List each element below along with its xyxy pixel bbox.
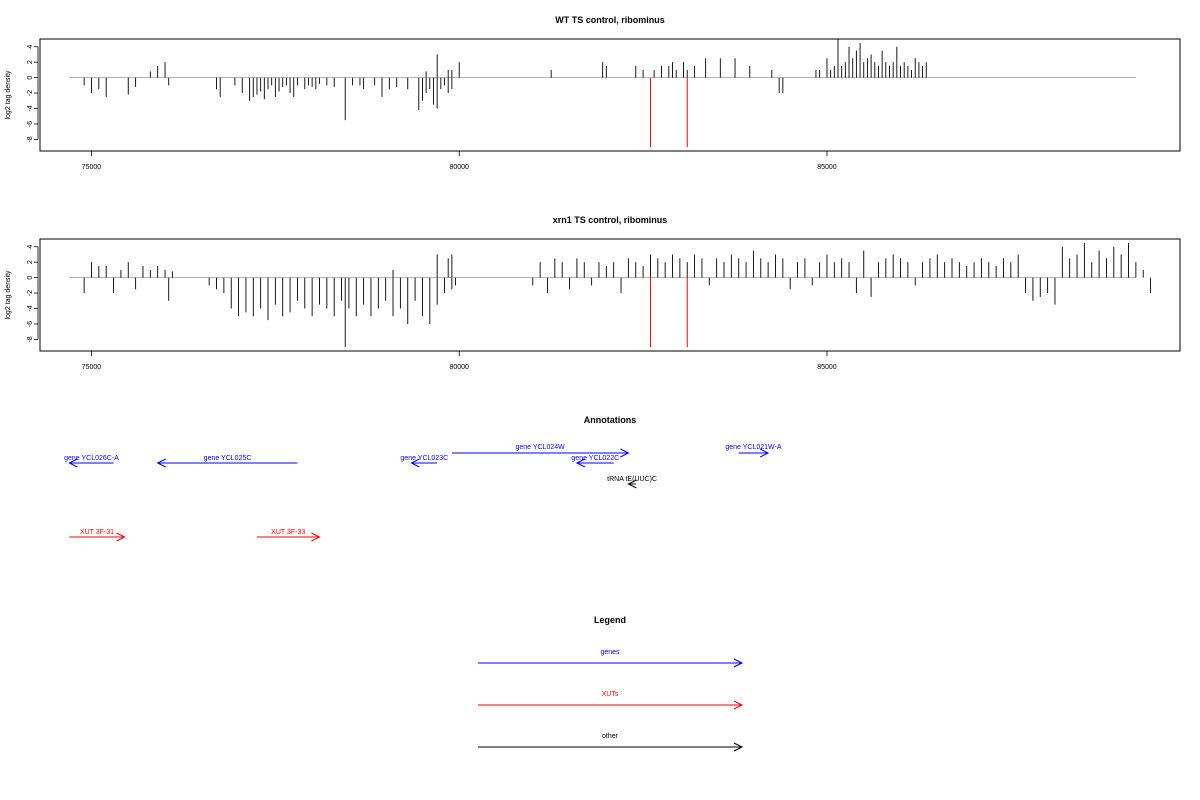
- legend-arrow-head: [733, 700, 744, 710]
- wt-panel-title: WT TS control, ribominus: [555, 15, 665, 25]
- wt-x-tick-label: 85000: [817, 164, 837, 171]
- annotation-label: gene YCL023C: [400, 455, 448, 462]
- legend-label: XUTs: [602, 691, 619, 698]
- xrn1-panel: xrn1 TS control, ribominus log2 tag dens…: [5, 215, 1181, 371]
- xrn1-y-tick-label: -6: [27, 321, 34, 327]
- xrn1-y-tick-label: -2: [27, 290, 34, 296]
- annotation-arrow-head: [410, 458, 420, 468]
- annotation-label: gene YCL022C: [571, 455, 619, 462]
- annotations-track: gene YCL026C-A gene YCL025C gene YCL024W ge…: [64, 444, 782, 542]
- annotations-title: Annotations: [584, 415, 637, 425]
- xrn1-x-tick-label: 75000: [82, 364, 102, 371]
- annotation-label: gene YCL026C-A: [64, 455, 119, 462]
- wt-y-tick-label: -6: [27, 121, 34, 127]
- annotation-label: gene YCL021W-A: [725, 444, 781, 451]
- wt-panel-y-axis: 4 2 0 -2 -4 -6 -8: [27, 45, 39, 143]
- xrn1-panel-title: xrn1 TS control, ribominus: [553, 215, 668, 225]
- xrn1-y-tick-label: -4: [27, 305, 34, 311]
- wt-y-tick-label: -4: [27, 105, 34, 111]
- xrn1-panel-bars: [83, 242, 1152, 348]
- wt-panel-bars: [83, 39, 927, 148]
- legend-label: genes: [600, 649, 620, 656]
- annotation-label: gene YCL025C: [204, 455, 252, 462]
- legend-title: Legend: [594, 615, 626, 625]
- annotation-label: XUT 3F-31: [80, 529, 114, 536]
- wt-y-tick-label: 0: [27, 76, 34, 80]
- xrn1-panel-y-axis: 4 2 0 -2 -4 -6 -8: [27, 245, 39, 343]
- annotation-arrow-head: [759, 448, 770, 458]
- annotation-arrow-head: [620, 448, 630, 458]
- annotation-arrow-head: [627, 479, 637, 489]
- annotation-arrow-head: [156, 458, 166, 468]
- wt-y-tick-label: -2: [27, 90, 34, 96]
- wt-panel-frame: [39, 38, 1181, 152]
- xrn1-x-tick-label: 80000: [449, 364, 469, 371]
- wt-panel-x-axis: 75000 80000 85000: [82, 151, 837, 171]
- annotation-arrow-head: [311, 532, 321, 542]
- wt-y-tick-label: 4: [27, 45, 34, 49]
- legend: genes XUTs other: [478, 649, 744, 752]
- xrn1-y-tick-label: 4: [27, 245, 34, 249]
- wt-x-tick-label: 75000: [82, 164, 102, 171]
- xrn1-panel-frame: [39, 238, 1181, 352]
- wt-panel-ylabel: log2 tag density: [5, 70, 12, 120]
- wt-y-tick-label: 2: [27, 60, 34, 64]
- legend-arrow-head: [733, 742, 744, 752]
- legend-arrow-head: [733, 658, 744, 668]
- annotation-label: tRNA tE(UUC)C: [607, 476, 657, 483]
- wt-panel: WT TS control, ribominus log2 tag densit…: [5, 15, 1181, 171]
- annotation-arrow-head: [575, 458, 586, 468]
- wt-y-tick-label: -8: [27, 136, 34, 142]
- xrn1-y-tick-label: 0: [27, 276, 34, 280]
- annotation-label: gene YCL024W: [515, 444, 565, 451]
- annotation-arrow-head: [116, 532, 126, 542]
- xrn1-x-tick-label: 85000: [817, 364, 837, 371]
- annotation-arrow-head: [68, 458, 78, 468]
- xrn1-y-tick-label: 2: [27, 260, 34, 264]
- xrn1-panel-x-axis: 75000 80000 85000: [82, 351, 837, 371]
- annotation-label: XUT 3F-33: [271, 529, 305, 536]
- wt-x-tick-label: 80000: [449, 164, 469, 171]
- xrn1-y-tick-label: -8: [27, 336, 34, 342]
- xrn1-panel-ylabel: log2 tag density: [5, 270, 12, 320]
- legend-label: other: [602, 733, 619, 740]
